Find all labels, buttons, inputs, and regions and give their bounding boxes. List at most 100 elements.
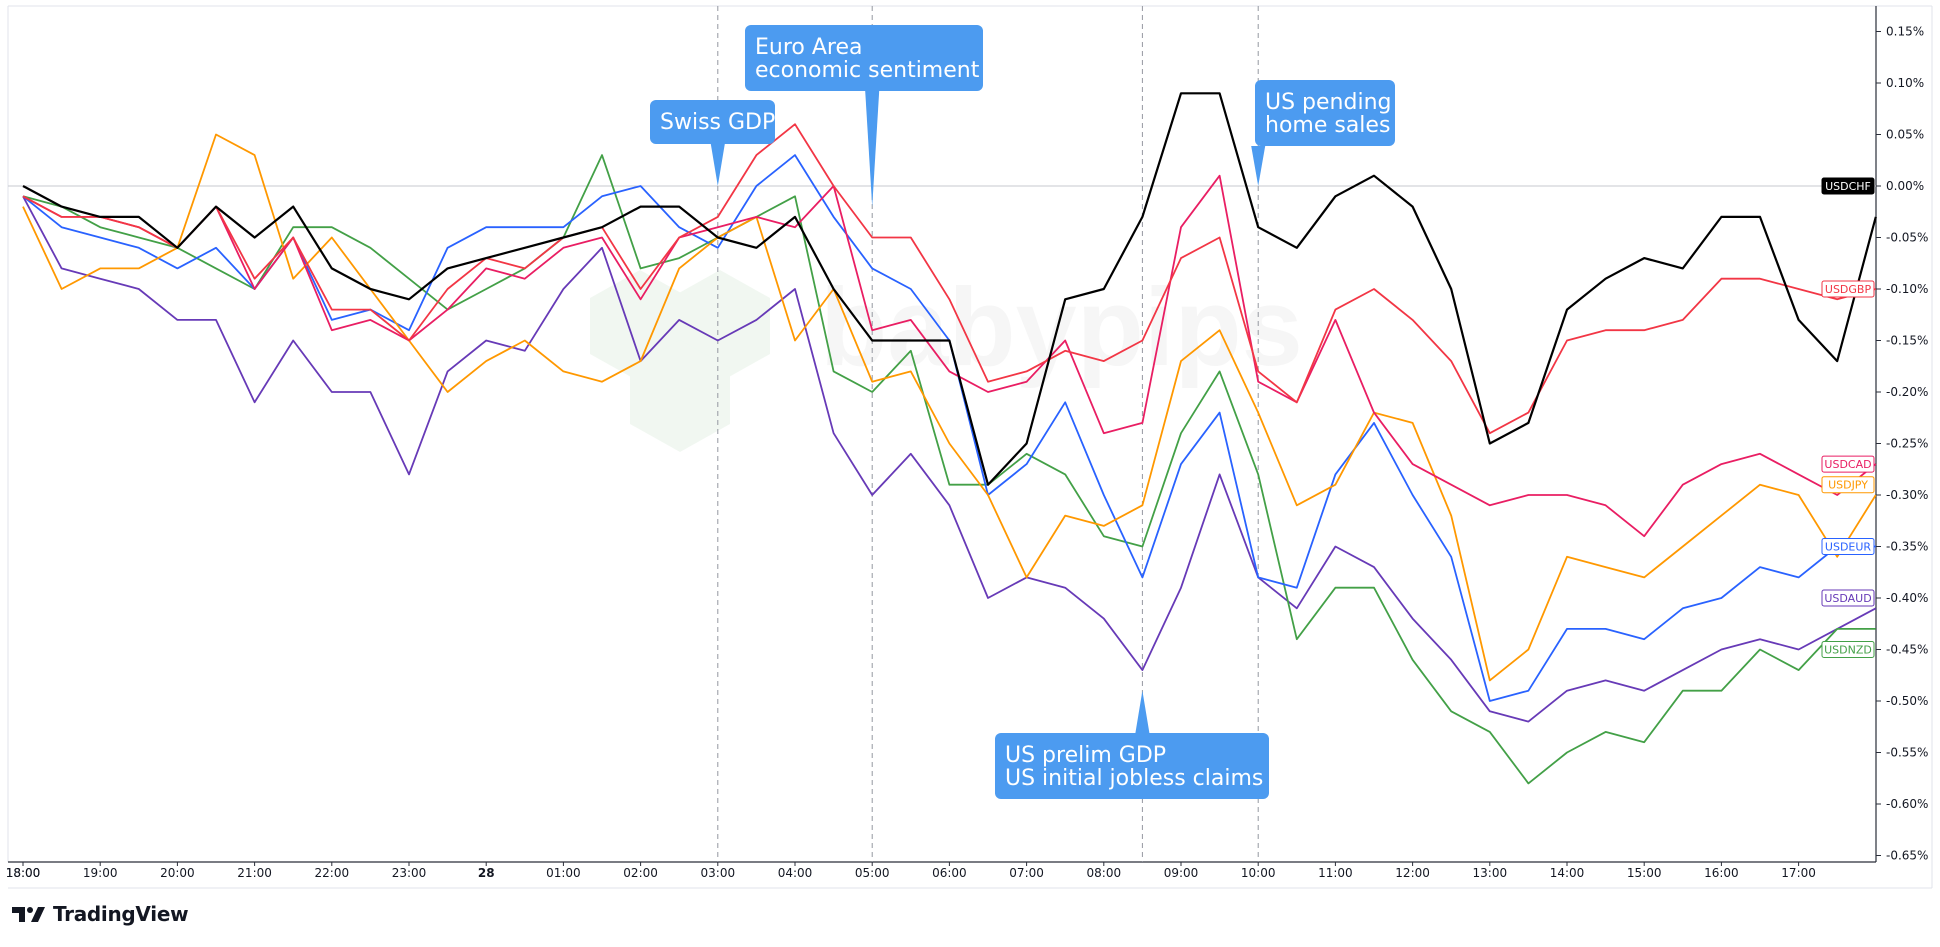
series-line-usdjpy xyxy=(22,133,1877,682)
tradingview-wordmark: TradingView xyxy=(53,902,189,926)
callout-box xyxy=(745,25,983,91)
y-tick-label: -0.25% xyxy=(1886,437,1928,451)
x-tick-label: 23:00 xyxy=(392,866,427,880)
end-label-box xyxy=(1821,455,1875,473)
y-tick-label: -0.60% xyxy=(1886,797,1928,811)
series-end-labels: USDCHF USDGBP USDCAD USDJPY USDEUR USDAUD USDN… xyxy=(1821,177,1875,658)
series-line-usdcad xyxy=(22,174,1877,538)
end-label-box xyxy=(1821,280,1875,298)
x-tick-label: 08:00 xyxy=(1087,866,1122,880)
x-tick-label: 11:00 xyxy=(1318,866,1353,880)
x-tick-label: 16:00 xyxy=(1704,866,1739,880)
x-tick-label: 01:00 xyxy=(546,866,581,880)
end-label-text: USDNZD xyxy=(1824,644,1872,657)
end-label-text: USDGBP xyxy=(1825,283,1872,296)
callout-text-line: US prelim GDP xyxy=(1005,743,1166,768)
y-tick-label: 0.10% xyxy=(1886,76,1924,90)
callout-pointer xyxy=(1135,690,1150,733)
x-tick-label: 22:00 xyxy=(315,866,350,880)
series-line-usdchf xyxy=(22,92,1877,486)
callout-box xyxy=(650,100,775,144)
series-line-usdaud xyxy=(22,195,1877,723)
x-tick-label: 18:00 xyxy=(6,866,41,880)
x-tick-label: 02:00 xyxy=(623,866,658,880)
x-tick-label: 06:00 xyxy=(932,866,967,880)
x-tick-label: 19:00 xyxy=(83,866,118,880)
end-label-text: USDAUD xyxy=(1824,592,1871,605)
end-label-box xyxy=(1821,476,1875,494)
series-end-label-usdnzd: USDNZD xyxy=(1821,641,1875,658)
y-tick-label: -0.65% xyxy=(1886,849,1928,863)
y-tick-label: -0.20% xyxy=(1886,385,1928,399)
x-tick-label: 04:00 xyxy=(778,866,813,880)
series-line-usdnzd xyxy=(22,154,1876,785)
callout-pointer xyxy=(865,91,880,207)
tradingview-logo[interactable]: TradingView xyxy=(12,902,189,926)
series-end-label-usdjpy: USDJPY xyxy=(1821,476,1875,494)
x-tick-label: 03:00 xyxy=(701,866,736,880)
y-tick-label: -0.55% xyxy=(1886,746,1928,760)
end-label-text: USDCHF xyxy=(1825,180,1871,193)
x-tick-label: 13:00 xyxy=(1473,866,1508,880)
end-label-box xyxy=(1821,538,1875,555)
series-layer xyxy=(22,92,1877,785)
x-tick-label: 09:00 xyxy=(1164,866,1199,880)
series-line-usdgbp xyxy=(22,123,1877,435)
series-end-label-usdchf: USDCHF xyxy=(1821,177,1875,195)
y-tick-label: -0.40% xyxy=(1886,591,1928,605)
x-tick-label: 18:00 xyxy=(6,866,41,880)
x-tick-label: 12:00 xyxy=(1395,866,1430,880)
y-tick-label: -0.15% xyxy=(1886,334,1928,348)
x-tick-label: 05:00 xyxy=(855,866,890,880)
y-tick-label: -0.45% xyxy=(1886,643,1928,657)
callout-box xyxy=(995,733,1269,799)
callout-text-line: home sales xyxy=(1265,113,1390,138)
x-tick-label: 20:00 xyxy=(160,866,195,880)
x-tick-label: 14:00 xyxy=(1550,866,1585,880)
callout-text-line: Euro Area xyxy=(755,35,863,60)
x-tick-label: 10:00 xyxy=(1241,866,1276,880)
end-label-text: USDEUR xyxy=(1825,541,1872,554)
price-axis: 0.15% 0.10% 0.05% 0.00% -0.05% -0.10% -0.15% -0… xyxy=(1876,25,1928,863)
y-tick-label: -0.05% xyxy=(1886,231,1928,245)
y-tick-label: -0.50% xyxy=(1886,694,1928,708)
callout-pointer xyxy=(710,144,725,186)
y-tick-label: 0.00% xyxy=(1886,179,1924,193)
series-end-label-usdaud: USDAUD xyxy=(1821,589,1875,607)
babypips-watermark: babypips xyxy=(590,266,1303,452)
series-end-label-usdgbp: USDGBP xyxy=(1821,280,1875,298)
y-tick-label: -0.35% xyxy=(1886,540,1928,554)
end-label-box xyxy=(1821,177,1875,195)
callout-text-line: US initial jobless claims xyxy=(1005,766,1263,791)
tradingview-logo-icon xyxy=(12,907,45,922)
end-label-box xyxy=(1821,589,1875,607)
callout-text-line: Swiss GDP xyxy=(660,110,775,135)
y-tick-label: -0.30% xyxy=(1886,488,1928,502)
series-end-label-usdcad: USDCAD xyxy=(1821,455,1875,473)
watermark-text: babypips xyxy=(820,266,1303,389)
end-label-box xyxy=(1821,641,1875,658)
series-end-label-usdeur: USDEUR xyxy=(1821,538,1875,555)
x-tick-label: 17:00 xyxy=(1781,866,1816,880)
callout-text-line: US pending xyxy=(1265,90,1392,115)
x-tick-label: 07:00 xyxy=(1009,866,1044,880)
end-label-text: USDCAD xyxy=(1824,458,1871,471)
callout-text-line: economic sentiment xyxy=(755,58,980,83)
y-tick-label: 0.15% xyxy=(1886,25,1924,39)
x-tick-label: 28 xyxy=(478,866,495,880)
end-label-text: USDJPY xyxy=(1828,479,1868,492)
x-tick-label: 21:00 xyxy=(237,866,272,880)
x-tick-label: 15:00 xyxy=(1627,866,1662,880)
time-axis: 18:00 19:00 20:00 21:00 22:00 23:00 28 01:00 02:… xyxy=(6,862,1816,880)
event-callout: Swiss GDP xyxy=(650,100,775,186)
y-tick-label: 0.05% xyxy=(1886,128,1924,142)
y-tick-label: -0.10% xyxy=(1886,282,1928,296)
callout-pointer xyxy=(1251,146,1266,186)
callout-box xyxy=(1255,80,1395,146)
